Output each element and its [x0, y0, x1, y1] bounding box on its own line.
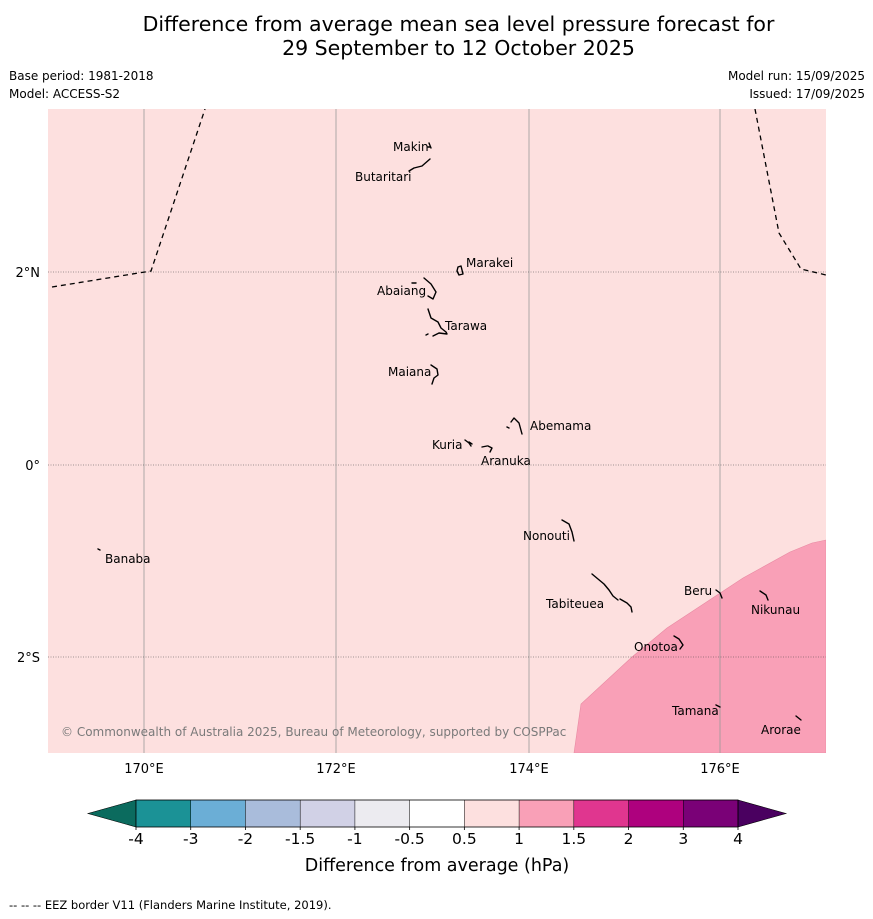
colorbar-tick-label: -1	[347, 830, 362, 848]
colorbar-segment	[464, 800, 520, 827]
kuria-outline	[464, 439, 473, 447]
island-label-tarawa: Tarawa	[444, 319, 487, 333]
colorbar-tick-label: 4	[733, 830, 743, 848]
lon-label-170e: 170°E	[124, 762, 164, 777]
colorbar-tick-label: 1.5	[561, 830, 586, 848]
island-label-nikunau: Nikunau	[751, 603, 800, 617]
colorbar-tick-label: -1.5	[285, 830, 315, 848]
island-label-abaiang: Abaiang	[377, 284, 426, 298]
eez-borders	[51, 109, 826, 288]
colorbar-segment	[354, 800, 410, 827]
island-outlines	[97, 142, 802, 721]
island-label-onotoa: Onotoa	[634, 640, 678, 654]
island-label-abemama: Abemama	[530, 419, 591, 433]
butaritari-outline	[408, 158, 431, 172]
island-label-arorae: Arorae	[761, 723, 801, 737]
arorae-outline	[795, 715, 802, 721]
tamana-outline	[715, 704, 721, 708]
colorbar-tick-labels: -4 -3 -2 -1.5 -1 -0.5 0.5 1 1.5 2 3 4	[128, 827, 743, 848]
model-name: Model: ACCESS-S2	[9, 87, 121, 101]
colorbar-segment	[245, 800, 301, 827]
eez-footnote: -- -- -- EEZ border V11 (Flanders Marine…	[9, 898, 332, 912]
colorbar-tick-label: 1	[514, 830, 524, 848]
colorbar-tick-label: -0.5	[395, 830, 425, 848]
island-labels: Makin Butaritari Marakei Abaiang Tarawa …	[105, 140, 801, 737]
colorbar-segment	[573, 800, 629, 827]
beru-outline	[715, 589, 723, 599]
makin-outline	[427, 142, 432, 149]
colorbar-tick-label: 0.5	[452, 830, 477, 848]
meta-left: Base period: 1981-2018 Model: ACCESS-S2	[9, 67, 154, 103]
colorbar-segment	[300, 800, 356, 827]
marakei-outline	[456, 265, 464, 276]
abaiang-outline	[411, 277, 437, 300]
title-line-1: Difference from average mean sea level p…	[142, 12, 775, 36]
meta-right: Model run: 15/09/2025 Issued: 17/09/2025	[728, 67, 865, 103]
nonouti-outline	[561, 519, 575, 542]
banaba-outline	[97, 548, 101, 551]
lat-label-0: 0°	[25, 459, 40, 474]
colorbar-under-arrow	[86, 799, 137, 828]
island-label-tamana: Tamana	[671, 704, 719, 718]
island-label-banaba: Banaba	[105, 552, 151, 566]
island-label-beru: Beru	[684, 584, 712, 598]
island-label-aranuka: Aranuka	[481, 454, 531, 468]
island-label-maiana: Maiana	[388, 365, 431, 379]
colorbar-tick-label: -3	[183, 830, 198, 848]
island-label-butaritari: Butaritari	[355, 170, 412, 184]
island-label-tabiteuea: Tabiteuea	[545, 597, 604, 611]
lon-label-176e: 176°E	[700, 762, 740, 777]
colorbar-tick-label: 2	[624, 830, 634, 848]
issued-date: Issued: 17/09/2025	[749, 87, 865, 101]
colorbar-tick-label: -2	[238, 830, 253, 848]
island-label-kuria: Kuria	[432, 438, 463, 452]
colorbar: -4 -3 -2 -1.5 -1 -0.5 0.5 1 1.5 2 3 4 Difference fr…	[86, 799, 788, 876]
eez-border-east	[754, 109, 826, 276]
maiana-outline	[430, 364, 439, 385]
abemama-outline	[506, 417, 523, 435]
colorbar-tick-label: -4	[128, 830, 143, 848]
tarawa-outline	[425, 308, 448, 337]
longitude-labels: 170°E 172°E 174°E 176°E	[124, 762, 740, 777]
chart-title: Difference from average mean sea level p…	[0, 12, 873, 60]
colorbar-label: Difference from average (hPa)	[305, 856, 570, 876]
colorbar-frame	[135, 799, 739, 828]
colorbar-segment	[409, 800, 465, 827]
colorbar-tick-label: 3	[678, 830, 688, 848]
lon-label-172e: 172°E	[316, 762, 356, 777]
colorbar-segment	[519, 800, 575, 827]
aranuka-outline	[481, 445, 493, 453]
island-label-nonouti: Nonouti	[523, 529, 570, 543]
colorbar-segment	[190, 800, 246, 827]
colorbar-segment	[136, 800, 192, 827]
tabiteuea-outline	[591, 573, 633, 613]
colorbar-segments	[136, 800, 739, 827]
island-label-makin: Makin	[393, 140, 429, 154]
copyright-notice: © Commonwealth of Australia 2025, Bureau…	[61, 725, 566, 739]
lon-label-174e: 174°E	[509, 762, 549, 777]
eez-border-west	[51, 109, 206, 288]
colorbar-segment	[628, 800, 684, 827]
island-label-marakei: Marakei	[466, 256, 513, 270]
nikunau-outline	[759, 590, 769, 601]
longitude-gridlines	[143, 109, 721, 753]
colorbar-over-arrow	[737, 799, 788, 828]
latitude-gridlines	[48, 271, 826, 658]
map-panel: Makin Butaritari Marakei Abaiang Tarawa …	[48, 109, 826, 753]
lat-label-2n: 2°N	[16, 266, 41, 281]
colorbar-segment	[683, 800, 739, 827]
onotoa-outline	[673, 635, 684, 650]
model-run: Model run: 15/09/2025	[727, 69, 865, 83]
lat-label-2s: 2°S	[17, 651, 40, 666]
base-period: Base period: 1981-2018	[9, 69, 154, 83]
latitude-labels: 2°N 0° 2°S	[16, 266, 41, 666]
title-line-2: 29 September to 12 October 2025	[282, 36, 635, 60]
